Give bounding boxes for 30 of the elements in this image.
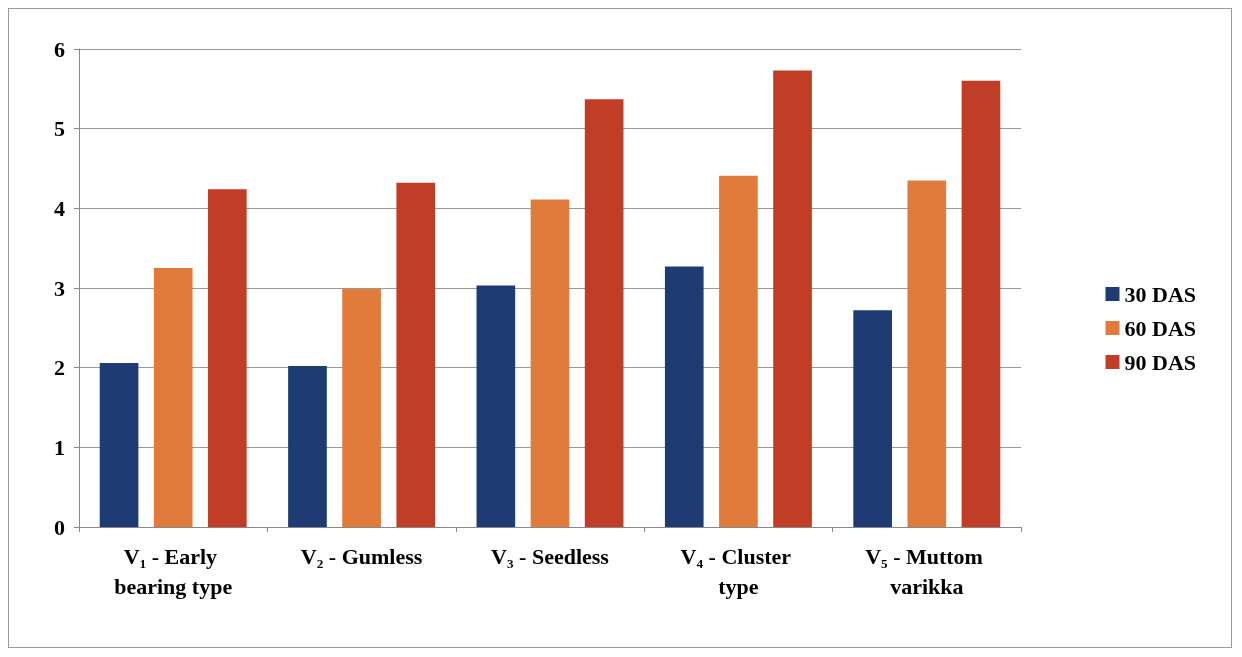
y-tick-label: 0 (54, 514, 65, 540)
x-tick-label: V₅ - Muttom varikka (865, 543, 989, 599)
bar (719, 175, 758, 527)
y-tick-label: 2 (54, 355, 65, 381)
bar (99, 362, 139, 527)
bar (961, 80, 1001, 527)
legend-label: 90 DAS (1124, 349, 1196, 375)
bar (584, 99, 624, 527)
bar (853, 310, 892, 527)
bar (288, 366, 327, 527)
bar (153, 268, 193, 527)
bar (208, 189, 247, 527)
bar (773, 70, 812, 527)
bar (396, 182, 436, 527)
y-tick-label: 4 (54, 195, 65, 221)
bar (476, 285, 516, 527)
y-tick-label: 3 (54, 275, 65, 301)
x-tick-label: V₃ - Seedless (491, 543, 610, 569)
bar (342, 288, 381, 527)
x-tick-label: V₁ - Early bearing type (114, 543, 233, 599)
bar (664, 266, 704, 527)
y-tick-label: 5 (54, 116, 65, 142)
legend-label: 30 DAS (1124, 281, 1196, 307)
legend-label: 60 DAS (1124, 315, 1196, 341)
bar (907, 180, 947, 527)
y-tick-label: 1 (54, 434, 65, 460)
y-tick-label: 6 (54, 36, 65, 62)
x-tick-label: V₂ - Gumless (300, 543, 423, 569)
x-tick-label: V₄ - Cluster type (680, 543, 797, 599)
bar (530, 199, 570, 527)
